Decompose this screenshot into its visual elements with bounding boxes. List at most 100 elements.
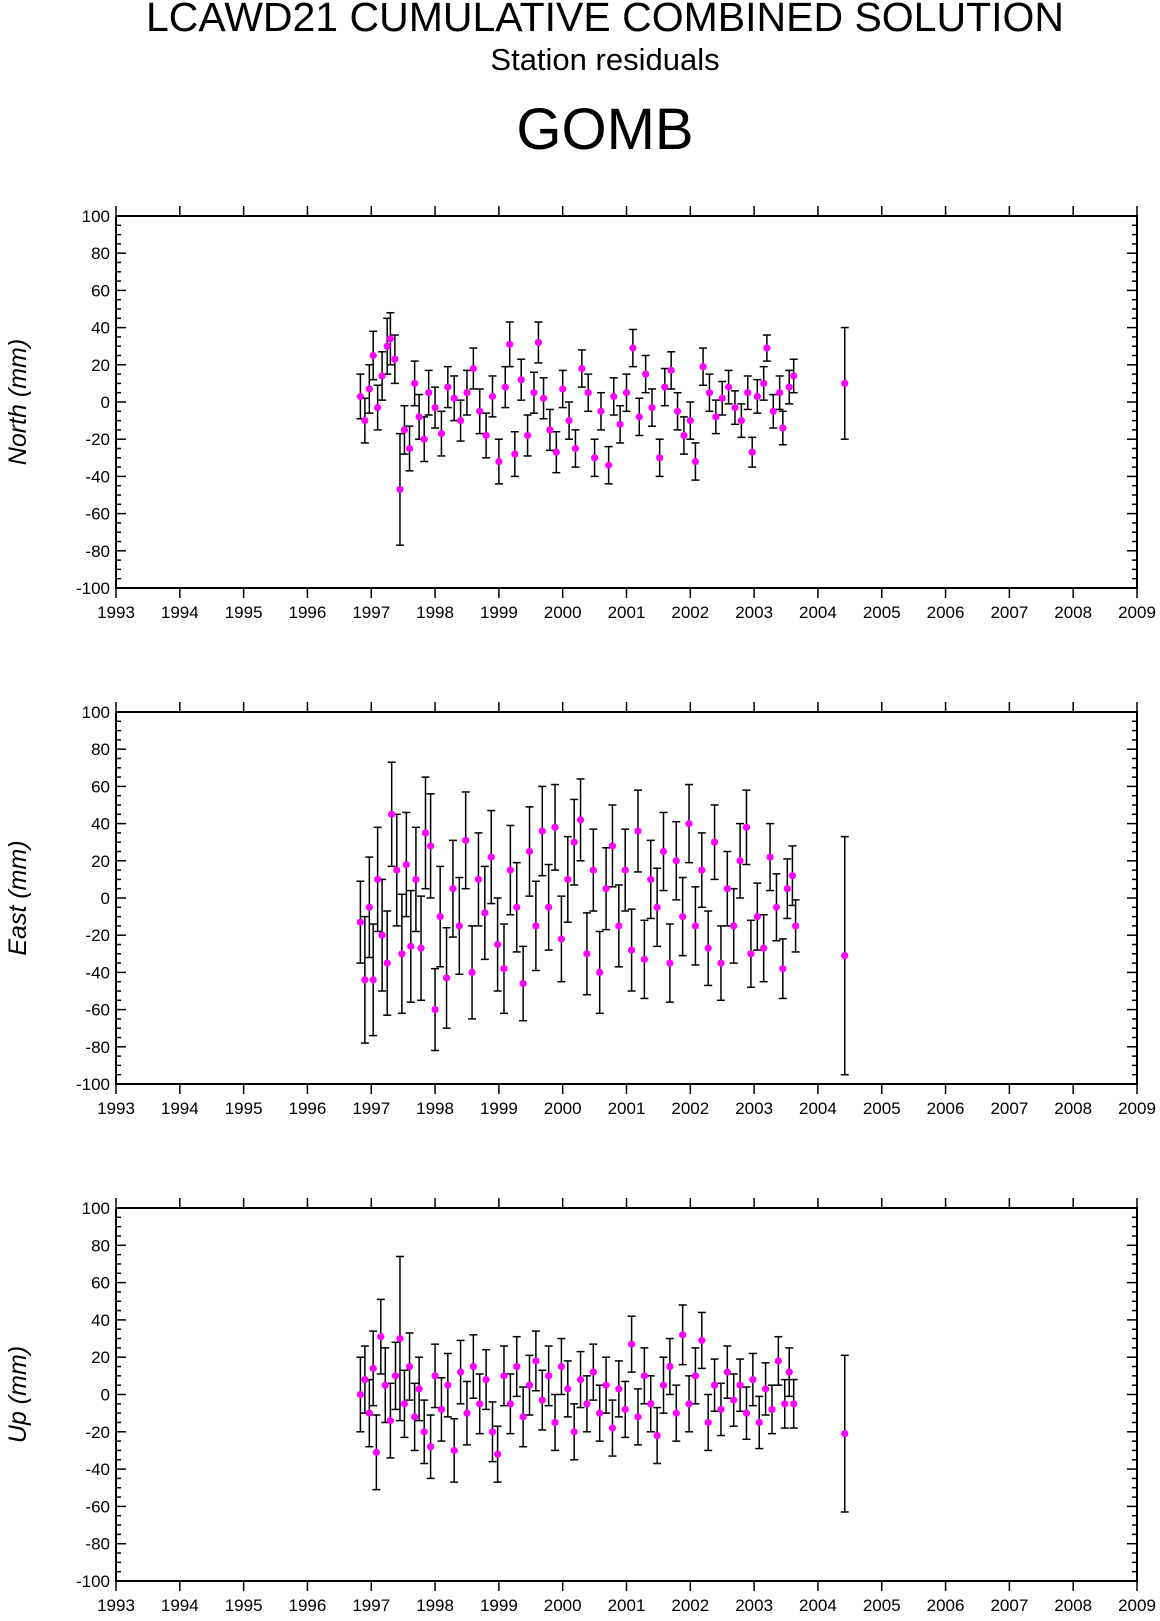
data-point (400, 1400, 409, 1408)
x-tick-label: 2004 (799, 1596, 837, 1615)
data-point (356, 918, 365, 926)
x-tick-label: 2006 (927, 1099, 965, 1118)
x-tick-label: 1998 (416, 1596, 454, 1615)
data-point (673, 407, 682, 415)
plot-panel-east: 100 80 60 40 20 0 -20 -40 -60 -80 -100 1993 1994 1995… (4, 702, 1156, 1118)
data-point (755, 1418, 763, 1427)
data-point (500, 1372, 508, 1380)
data-point (615, 1385, 623, 1393)
chart-title: LCAWD21 CUMULATIVE COMBINED SOLUTION (145, 0, 1065, 40)
data-point (449, 885, 457, 893)
data-point (680, 431, 688, 440)
x-tick-label: 1999 (480, 1099, 518, 1118)
data-point (730, 922, 738, 930)
x-tick-label: 2009 (1118, 1099, 1156, 1118)
data-point (431, 1006, 439, 1014)
data-point (748, 448, 756, 456)
data-point (749, 1375, 757, 1384)
data-point (753, 913, 761, 921)
data-point (463, 389, 471, 397)
data-point (622, 389, 631, 397)
data-point (616, 420, 624, 428)
data-point (659, 847, 668, 856)
data-point (383, 959, 391, 967)
data-point (523, 431, 532, 440)
data-point (621, 866, 629, 874)
data-point (774, 1357, 782, 1365)
data-point (396, 485, 404, 494)
data-point (717, 1405, 725, 1414)
data-point (411, 379, 419, 387)
data-point (481, 909, 489, 917)
data-point (506, 340, 514, 348)
data-point (653, 1431, 661, 1440)
data-point (552, 448, 560, 456)
data-point (431, 403, 439, 412)
x-tick-label: 2007 (990, 603, 1028, 622)
data-point (513, 903, 521, 911)
data-point (431, 1372, 439, 1380)
data-point (634, 827, 642, 835)
data-point (400, 426, 409, 434)
x-tick-label: 2005 (863, 603, 901, 622)
data-point (450, 1446, 458, 1455)
data-point (426, 1443, 435, 1451)
data-point (365, 385, 373, 393)
y-axis-label: Up (mm) (4, 1346, 32, 1443)
data-point (374, 875, 382, 884)
data-point (710, 1381, 719, 1389)
data-point (648, 403, 656, 412)
y-tick-label: -100 (76, 1572, 110, 1591)
data-point (605, 461, 613, 469)
data-point (679, 1331, 687, 1339)
x-tick-label: 2008 (1054, 603, 1092, 622)
data-point (444, 383, 452, 391)
data-point (691, 457, 700, 466)
data-point (736, 1381, 744, 1389)
data-point (570, 838, 578, 846)
data-point (534, 338, 543, 347)
data-point (589, 866, 597, 874)
data-point (712, 413, 720, 421)
y-tick-label: 80 (91, 244, 110, 263)
data-point (463, 1409, 471, 1417)
x-tick-label: 2000 (544, 1596, 582, 1615)
data-point (396, 1334, 404, 1343)
data-point (628, 946, 636, 954)
data-point (753, 392, 761, 401)
x-tick-label: 2002 (671, 1099, 709, 1118)
data-point (647, 875, 655, 884)
y-tick-label: -40 (85, 963, 110, 982)
data-point (383, 342, 391, 350)
y-tick-label: 60 (91, 777, 110, 796)
data-point (511, 450, 519, 458)
data-point (417, 944, 425, 952)
x-tick-label: 1996 (289, 1596, 327, 1615)
data-point (841, 379, 849, 387)
data-point (760, 944, 768, 952)
y-tick-label: -20 (85, 430, 110, 449)
data-point (725, 383, 733, 391)
y-tick-label: 20 (91, 1348, 110, 1367)
data-point (405, 444, 414, 453)
data-point (456, 1368, 465, 1376)
data-point (369, 351, 377, 360)
y-tick-label: 20 (91, 356, 110, 375)
data-point (776, 389, 784, 397)
data-point (356, 392, 365, 401)
data-point (411, 1413, 419, 1421)
data-point (407, 942, 415, 950)
x-tick-label: 2009 (1118, 603, 1156, 622)
y-tick-label: -100 (76, 1075, 110, 1094)
data-point (672, 857, 680, 865)
data-point (705, 389, 714, 397)
data-point (653, 903, 661, 911)
data-point (661, 383, 669, 391)
x-tick-label: 2001 (608, 1596, 646, 1615)
data-point (564, 875, 572, 884)
x-tick-label: 2001 (608, 1099, 646, 1118)
data-point (393, 866, 401, 874)
data-point (374, 403, 382, 412)
data-point (378, 372, 386, 380)
